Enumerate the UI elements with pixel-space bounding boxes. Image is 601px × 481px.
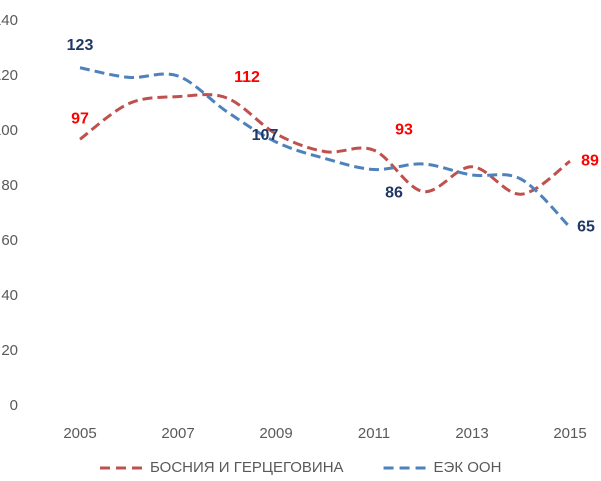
data-label: 89: [581, 152, 599, 169]
series-line: [79, 66, 572, 229]
x-tick-label: 2015: [553, 425, 586, 442]
data-label: 112: [234, 69, 260, 86]
x-tick-label: 2009: [259, 425, 292, 442]
y-tick-label: 40: [1, 287, 18, 304]
data-label: 97: [71, 110, 89, 127]
data-label: 65: [577, 218, 595, 235]
data-label: 107: [252, 127, 279, 144]
y-tick-label: 100: [0, 122, 18, 139]
y-tick-label: 80: [1, 177, 18, 194]
series-line: [79, 93, 571, 196]
data-label: 93: [395, 121, 413, 138]
y-tick-label: 140: [0, 12, 18, 29]
data-label: 86: [385, 185, 403, 202]
data-label: 123: [67, 37, 94, 54]
y-tick-label: 60: [1, 232, 18, 249]
x-tick-label: 2005: [63, 425, 96, 442]
y-tick-label: 120: [0, 67, 18, 84]
x-tick-label: 2011: [358, 425, 390, 442]
legend-label: ЕЭК ООН: [434, 459, 502, 476]
y-tick-label: 20: [1, 342, 18, 359]
y-tick-label: 0: [10, 397, 18, 414]
legend-label: БОСНИЯ И ГЕРЦЕГОВИНА: [150, 459, 344, 476]
x-tick-label: 2007: [161, 425, 194, 442]
x-tick-label: 2013: [455, 425, 488, 442]
